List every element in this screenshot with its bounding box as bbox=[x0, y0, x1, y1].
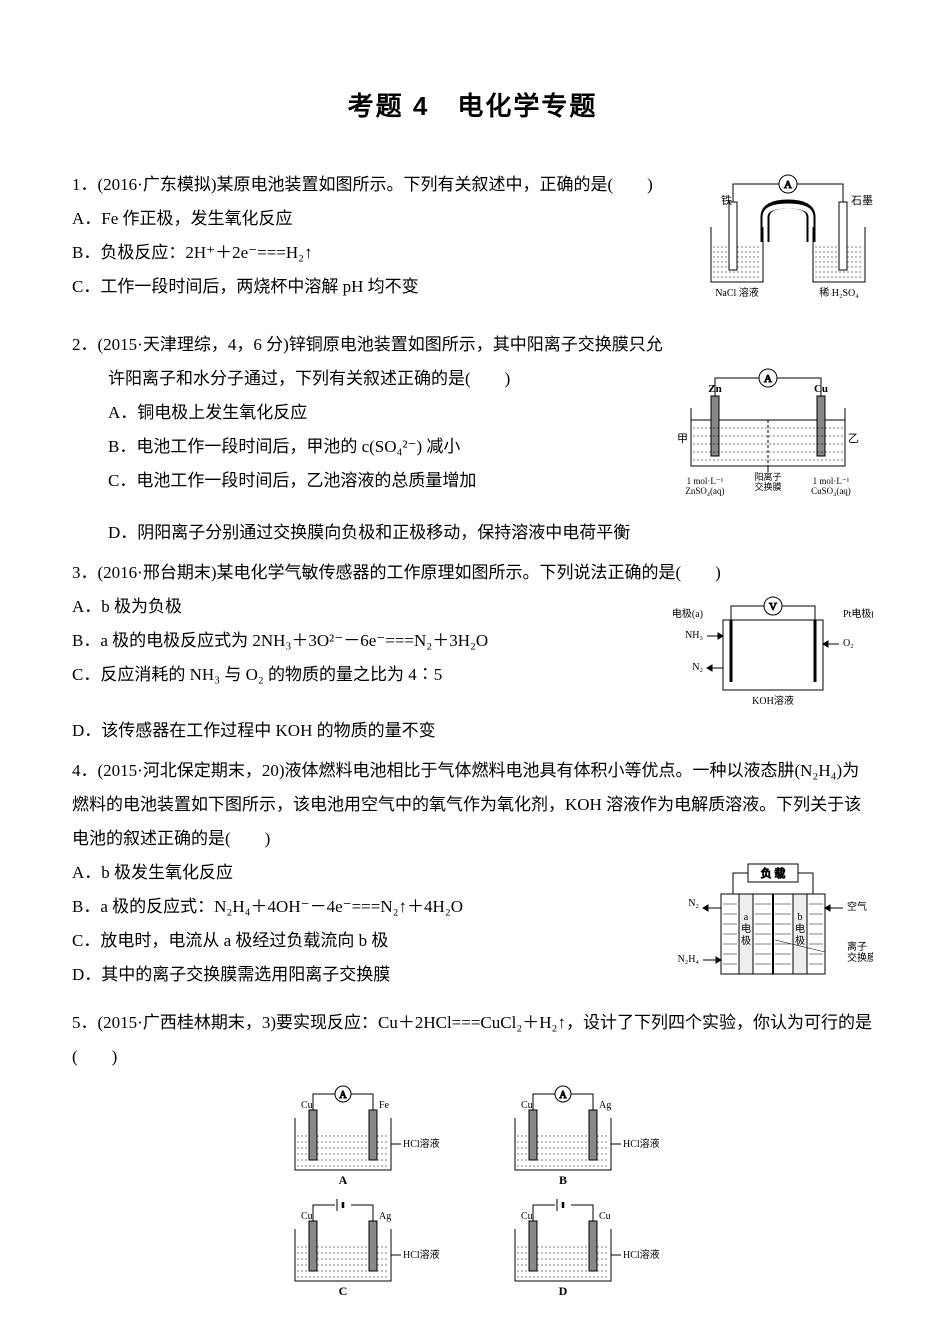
svg-text:甲: 甲 bbox=[677, 433, 688, 445]
q1-source: (2016·广东模拟) bbox=[98, 175, 217, 194]
svg-text:Cu: Cu bbox=[599, 1211, 611, 1222]
svg-text:极: 极 bbox=[741, 934, 751, 947]
svg-text:电: 电 bbox=[795, 922, 805, 935]
q3-figure: V Pt电极(a) Pt电极(b) NH₃ N₂ O₂ KOH溶液 bbox=[673, 594, 873, 714]
svg-text:阳离子: 阳离子 bbox=[754, 471, 781, 482]
svg-text:1 mol·L⁻¹: 1 mol·L⁻¹ bbox=[687, 476, 724, 486]
svg-text:A: A bbox=[764, 373, 772, 385]
q2-opt-d: D．阴阳离子分别通过交换膜向负极和正极移动，保持溶液中电荷平衡 bbox=[72, 516, 873, 550]
q3-num: 3． bbox=[72, 563, 98, 582]
q3-stem-text: 某电化学气敏传感器的工作原理如图所示。下列说法正确的是( ) bbox=[216, 563, 720, 582]
q1-figure: A bbox=[703, 172, 873, 322]
q3-source: (2016·邢台期末) bbox=[98, 563, 217, 582]
svg-text:a: a bbox=[744, 912, 749, 923]
svg-text:NaCl 溶液: NaCl 溶液 bbox=[715, 286, 759, 299]
svg-text:V: V bbox=[769, 601, 777, 613]
svg-text:B: B bbox=[558, 1173, 566, 1187]
q2-stem-before: 锌铜原电池装置如图所示，其中阳离子交换膜只允 bbox=[289, 335, 663, 354]
svg-text:HCl溶液: HCl溶液 bbox=[623, 1137, 660, 1150]
svg-text:Cu: Cu bbox=[521, 1211, 533, 1222]
svg-text:石墨: 石墨 bbox=[851, 194, 873, 207]
svg-text:乙: 乙 bbox=[848, 432, 859, 445]
svg-text:A: A bbox=[559, 1090, 567, 1101]
q4-figure: 负 载 bbox=[673, 860, 873, 1000]
q1-stem-text: 某原电池装置如图所示。下列有关叙述中，正确的是( ) bbox=[216, 175, 652, 194]
svg-text:负 载: 负 载 bbox=[761, 866, 786, 880]
svg-text:铁: 铁 bbox=[721, 194, 732, 207]
q5-setup-a: A Cu Fe HCl溶液 bbox=[283, 1082, 443, 1187]
svg-text:Cu: Cu bbox=[814, 383, 828, 395]
svg-text:离子: 离子 bbox=[847, 940, 867, 953]
q4-stem: 4．(2015·河北保定期末，20)液体燃料电池相比于气体燃料电池具有体积小等优… bbox=[72, 754, 873, 856]
svg-text:D: D bbox=[558, 1284, 567, 1298]
svg-text:稀 H₂SO₄: 稀 H₂SO₄ bbox=[819, 286, 859, 299]
svg-text:Zn: Zn bbox=[708, 383, 721, 395]
svg-text:N₂: N₂ bbox=[688, 898, 699, 909]
q2-num: 2． bbox=[72, 335, 98, 354]
q5-setup-b: A Cu Ag HCl溶液 bbox=[503, 1082, 663, 1187]
svg-text:HCl溶液: HCl溶液 bbox=[623, 1248, 660, 1261]
q4-source: (2015·河北保定期末，20) bbox=[98, 761, 285, 780]
page-title: 考题 4 电化学专题 bbox=[72, 80, 873, 132]
svg-text:ZnSO₄(aq): ZnSO₄(aq) bbox=[685, 486, 724, 496]
svg-text:Cu: Cu bbox=[301, 1100, 313, 1111]
svg-text:NH₃: NH₃ bbox=[685, 630, 703, 641]
question-1: A bbox=[72, 168, 873, 322]
svg-text:A: A bbox=[338, 1173, 347, 1187]
q2-source: (2015·天津理综，4，6 分) bbox=[98, 335, 289, 354]
svg-text:C: C bbox=[338, 1284, 347, 1298]
svg-text:A: A bbox=[339, 1090, 347, 1101]
svg-text:Fe: Fe bbox=[379, 1100, 390, 1111]
question-5: 5．(2015·广西桂林期末，3)要实现反应：Cu＋2HCl===CuCl₂＋H… bbox=[72, 1006, 873, 1298]
svg-text:1 mol·L⁻¹: 1 mol·L⁻¹ bbox=[813, 476, 850, 486]
svg-text:HCl溶液: HCl溶液 bbox=[403, 1248, 440, 1261]
q5-setup-c: Cu Ag HCl溶液 C bbox=[283, 1193, 443, 1298]
svg-text:KOH溶液: KOH溶液 bbox=[752, 694, 794, 707]
svg-text:Cu: Cu bbox=[521, 1100, 533, 1111]
svg-text:N₂H₄: N₂H₄ bbox=[678, 954, 700, 965]
svg-text:空气: 空气 bbox=[847, 900, 867, 913]
svg-text:Ag: Ag bbox=[599, 1100, 611, 1111]
q5-num: 5． bbox=[72, 1013, 98, 1032]
q4-num: 4． bbox=[72, 761, 98, 780]
q5-stem: 5．(2015·广西桂林期末，3)要实现反应：Cu＋2HCl===CuCl₂＋H… bbox=[72, 1006, 873, 1074]
svg-text:Pt电极(a): Pt电极(a) bbox=[673, 607, 703, 620]
q5-figure: A Cu Fe HCl溶液 bbox=[72, 1082, 873, 1298]
svg-text:O₂: O₂ bbox=[843, 638, 854, 649]
q3-opt-d: D．该传感器在工作过程中 KOH 的物质的量不变 bbox=[72, 714, 873, 748]
question-2: 2．(2015·天津理综，4，6 分)锌铜原电池装置如图所示，其中阳离子交换膜只… bbox=[72, 328, 873, 550]
svg-text:交换膜: 交换膜 bbox=[847, 951, 873, 964]
svg-text:N₂: N₂ bbox=[692, 662, 703, 673]
q5-setup-d: Cu Cu HCl溶液 D bbox=[503, 1193, 663, 1298]
svg-text:A: A bbox=[784, 179, 792, 191]
svg-text:b: b bbox=[798, 912, 803, 923]
svg-text:电: 电 bbox=[741, 922, 751, 935]
q5-source: (2015·广西桂林期末，3) bbox=[98, 1013, 276, 1032]
svg-text:Pt电极(b): Pt电极(b) bbox=[843, 607, 873, 620]
q1-num: 1． bbox=[72, 175, 98, 194]
q3-stem: 3．(2016·邢台期末)某电化学气敏传感器的工作原理如图所示。下列说法正确的是… bbox=[72, 556, 873, 590]
question-4: 4．(2015·河北保定期末，20)液体燃料电池相比于气体燃料电池具有体积小等优… bbox=[72, 754, 873, 1000]
svg-text:Ag: Ag bbox=[379, 1211, 391, 1222]
svg-text:交换膜: 交换膜 bbox=[754, 481, 781, 492]
q2-figure: A Zn Cu 甲 乙 阳 bbox=[663, 366, 873, 516]
q2-stem-line1: 2．(2015·天津理综，4，6 分)锌铜原电池装置如图所示，其中阳离子交换膜只… bbox=[72, 328, 873, 362]
question-3: 3．(2016·邢台期末)某电化学气敏传感器的工作原理如图所示。下列说法正确的是… bbox=[72, 556, 873, 748]
svg-text:CuSO₄(aq): CuSO₄(aq) bbox=[811, 486, 851, 496]
svg-text:HCl溶液: HCl溶液 bbox=[403, 1137, 440, 1150]
svg-text:Cu: Cu bbox=[301, 1211, 313, 1222]
